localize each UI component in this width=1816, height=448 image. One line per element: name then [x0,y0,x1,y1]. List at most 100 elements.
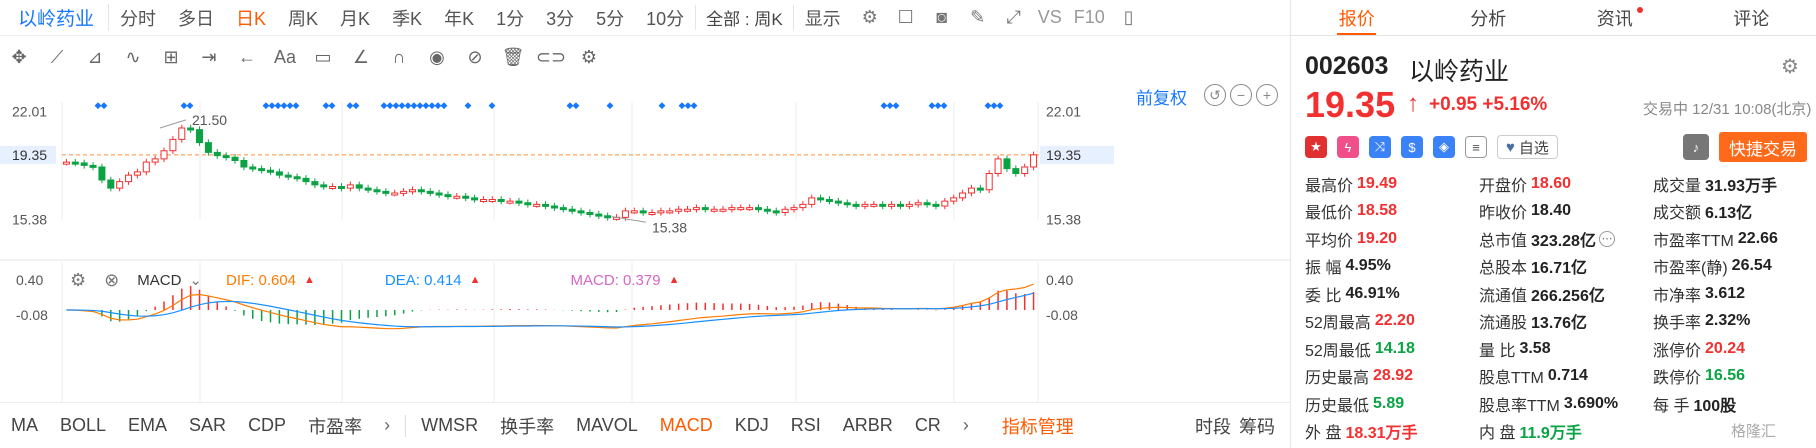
indicator-tab[interactable]: SAR [189,415,227,435]
vs-button[interactable]: VS [1037,7,1062,27]
indicator-tab[interactable]: CDP [248,415,287,435]
timeframe-tab[interactable]: 分时 [120,8,157,29]
indicator-tab[interactable]: RSI [790,415,821,435]
hide-icon[interactable]: ⊘ [467,46,483,67]
china-flag-icon[interactable]: ★ [1305,136,1327,158]
event-marker-icon: ◆ [573,102,580,110]
expand-icon[interactable]: ⤢ [1006,7,1021,27]
range-tool-icon[interactable]: ⇥ [201,46,217,67]
timeframe-tab[interactable]: 季K [392,8,423,29]
timeframe-tab[interactable]: 年K [444,8,475,29]
timeframe-tab[interactable]: 5分 [596,8,625,29]
event-marker-icon: ◆ [941,102,948,110]
event-marker-icon: ◆ [399,102,406,110]
timeframe-tab[interactable]: 日K [236,8,267,29]
timeframe-tab[interactable]: 10分 [646,8,685,29]
quote-cell: 成交量 31.93万手 [1653,172,1815,196]
quote-label: 股息率TTM [1479,397,1560,415]
indicator-tab[interactable]: MA [11,415,38,435]
settings-icon[interactable]: ⚙ [861,7,878,27]
arrow-tool-icon[interactable]: ← [238,46,256,67]
fib-tool-icon[interactable]: ⊞ [163,46,179,67]
f10-button[interactable]: F10 [1073,7,1105,27]
chevron-down-icon[interactable]: ⌄ [189,272,202,289]
indicator-tab[interactable]: ARBR [842,415,893,435]
timeframe-tab[interactable]: 3分 [546,8,575,29]
more-icon[interactable]: ⋯ [1598,230,1615,247]
timeframe-tabs: 分时 多日 日K 周K 月K 季K 年K 1分 3分 5分 10分 [109,5,695,31]
chevron-right-icon[interactable]: › [384,415,391,435]
draw-settings-icon[interactable]: ⚙ [580,46,598,67]
note-icon[interactable]: ≡ [1465,136,1487,158]
candle [710,208,718,212]
quick-trade-button[interactable]: 快捷交易 [1719,132,1807,162]
macd-settings-icon[interactable]: ⚙ [70,269,87,290]
panel-tab[interactable]: 评论 [1686,0,1816,35]
macd-value: MACD: 0.379 [570,271,661,289]
indicator-tab[interactable]: 换手率 [500,416,555,437]
trash-icon[interactable]: 🗑 [501,46,525,67]
camera-icon[interactable]: ◙ [936,7,948,27]
shuffle-icon[interactable]: ⤨ [1369,136,1391,158]
channel-tool-icon[interactable]: ⊿ [87,46,103,67]
period-select[interactable]: 全部 : 周K [695,5,794,30]
macd-close-icon[interactable]: ⊗ [104,269,120,290]
square-icon[interactable]: ☐ [897,7,914,27]
pen-icon[interactable]: ✎ [970,7,986,27]
display-dropdown[interactable]: 显示 [804,8,841,29]
indicator-manage-button[interactable]: 指标管理 [1001,416,1074,437]
panel-tab[interactable]: 分析 [1423,0,1555,35]
sidebar-toggle-icon[interactable]: ▯ [1123,7,1134,27]
quote-value: 0.714 [1547,367,1588,385]
line-tool-icon[interactable]: ⟋ [50,46,64,67]
eye-icon[interactable]: ◉ [429,46,445,67]
zoom-in-icon[interactable]: + [1256,84,1278,106]
candle [178,127,186,140]
quote-value: 22.66 [1737,229,1778,247]
quote-label: 换手率 [1653,315,1702,333]
candle [755,207,763,211]
link-icon[interactable]: ⊂⊃ [535,46,567,67]
gear-icon[interactable]: ⚙ [1781,56,1799,78]
reset-icon[interactable]: ↺ [1204,84,1226,106]
candle [89,164,97,168]
timeframe-tab[interactable]: 多日 [178,8,215,29]
macd-select[interactable]: MACD [137,271,182,289]
chevron-right-icon[interactable]: › [962,415,969,435]
indicator-tab[interactable]: MAVOL [576,415,638,435]
indicator-tab[interactable]: EMA [128,415,168,435]
tag-icon[interactable]: ◈ [1433,136,1455,158]
bottom-right-tab[interactable]: 筹码 [1239,416,1275,437]
add-watchlist-button[interactable]: ♥ 自选 [1497,135,1558,159]
candle [320,184,328,188]
dollar-icon[interactable]: $ [1401,136,1423,158]
bell-icon[interactable]: ♪ [1683,134,1709,160]
angle-tool-icon[interactable]: ∠ [352,46,370,67]
panel-tab[interactable]: 资讯 [1554,0,1686,35]
candle [817,197,825,201]
timeframe-tab[interactable]: 周K [288,8,319,29]
indicator-tab[interactable]: MACD [659,415,713,435]
move-icon[interactable]: ✥ [11,46,27,67]
indicator-tab[interactable]: WMSR [421,415,479,435]
event-marker-icon: ◆ [935,102,942,110]
zoom-out-icon[interactable]: − [1230,84,1252,106]
wave-tool-icon[interactable]: ∿ [125,46,141,67]
adjust-mode-button[interactable]: 前复权 [1136,89,1187,108]
magnet-icon[interactable]: ∩ [392,46,406,67]
comment-tool-icon[interactable]: ▭ [314,46,332,67]
timeframe-tab[interactable]: 月K [340,8,371,29]
indicator-tab[interactable]: 市盈率 [308,416,363,437]
indicator-tab[interactable]: BOLL [60,415,107,435]
candle [657,210,665,214]
lightning-icon[interactable]: ϟ [1337,136,1359,158]
quote-cell: 市盈率(静) 26.54 [1653,254,1815,278]
indicator-tab[interactable]: KDJ [734,415,769,435]
panel-tab[interactable]: 报价 [1291,0,1423,35]
timeframe-tab[interactable]: 1分 [496,8,525,29]
bottom-right-tab[interactable]: 时段 [1195,416,1231,437]
kline-chart[interactable]: ◆ ◆ ◆ ◆ ◆ ◆ ◆ ◆ ◆ ◆ ◆ ◆ ◆ ◆ ◆ ◆ ◆ ◆ ◆ ◆ ◆ ◆ ◆ ◆ ◆ ◆ ◆ ◆ ◆ ◆ ◆ ◆ ◆ ◆ ◆ ◆ ◆ ◆ ◆ ◆… [0,102,1290,402]
text-tool-icon[interactable]: Aa [273,46,297,67]
stock-name-link[interactable]: 以岭药业 [0,4,110,31]
indicator-tab[interactable]: CR [914,415,941,435]
